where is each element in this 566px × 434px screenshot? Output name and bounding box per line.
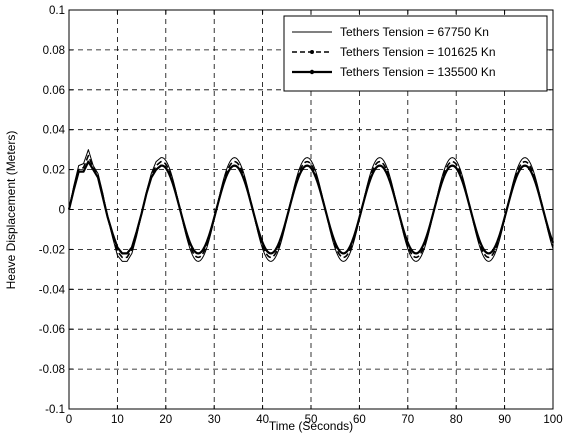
y-axis-label: Heave Displacement (Meters) <box>4 131 18 290</box>
series-line-3 <box>67 160 555 255</box>
y-tick-label: 0.1 <box>49 5 65 17</box>
y-tick-label: -0.08 <box>39 364 65 376</box>
y-tick-label: -0.02 <box>39 244 65 256</box>
y-tick-label: -0.04 <box>39 284 66 296</box>
x-tick-label: 60 <box>353 414 366 426</box>
tick-labels: 0 10 20 30 40 50 60 70 80 90 100 0.1 0.08 0.06 0.04 0.0… <box>39 5 563 426</box>
x-tick-label: 100 <box>543 414 562 426</box>
legend-marker-series-3 <box>309 69 315 75</box>
legend: Tethers Tension = 67750 Kn Tethers Tensi… <box>283 15 548 92</box>
x-tick-label: 0 <box>66 414 72 426</box>
legend-box <box>283 15 548 92</box>
legend-label-series-1: Tethers Tension = 67750 Kn <box>340 25 489 39</box>
x-axis-label: Time (Seconds) <box>269 419 353 433</box>
x-tick-label: 70 <box>401 414 414 426</box>
x-tick-label: 80 <box>450 414 463 426</box>
x-tick-label: 90 <box>498 414 511 426</box>
legend-label-series-3: Tethers Tension = 135500 Kn <box>340 65 496 79</box>
y-tick-label: -0.06 <box>39 324 65 336</box>
x-tick-label: 50 <box>305 414 318 426</box>
legend-marker-series-2 <box>310 50 314 54</box>
series-lines <box>67 149 555 262</box>
x-tick-label: 40 <box>256 414 269 426</box>
legend-label-series-2: Tethers Tension = 101625 Kn <box>340 45 496 59</box>
y-tick-label: 0.04 <box>43 125 66 137</box>
x-tick-label: 20 <box>159 414 172 426</box>
series-line-1 <box>68 149 554 262</box>
y-tick-label: -0.1 <box>45 404 65 416</box>
y-tick-label: 0 <box>59 205 65 217</box>
y-tick-label: 0.06 <box>43 85 65 97</box>
y-tick-label: 0.08 <box>43 45 65 57</box>
y-tick-label: 0.02 <box>43 165 65 177</box>
x-tick-label: 10 <box>111 414 124 426</box>
x-tick-label: 30 <box>208 414 221 426</box>
